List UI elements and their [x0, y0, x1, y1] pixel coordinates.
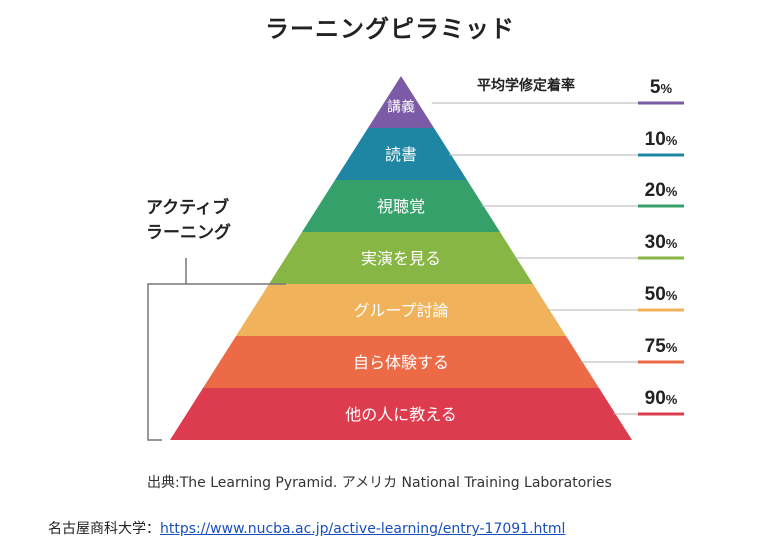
percent-symbol: % [665, 184, 678, 199]
pyramid-layer-3 [302, 180, 500, 232]
retention-percent-value: 50 [644, 284, 666, 305]
credit-line: 名古屋商科大学：https://www.nucba.ac.jp/active-l… [48, 518, 565, 538]
percent-symbol: % [660, 81, 673, 96]
retention-percent: 5% [638, 77, 684, 99]
active-learning-bracket [147, 283, 286, 441]
pyramid-layer-4 [269, 232, 533, 284]
percent-symbol: % [665, 133, 678, 148]
retention-percent: 30% [638, 232, 684, 254]
percent-symbol: % [665, 236, 678, 251]
pyramid-layer-label: 視聴覚 [377, 197, 425, 216]
pyramid-layer-7 [170, 388, 632, 440]
credit-prefix: 名古屋商科大学： [48, 521, 160, 537]
retention-percent-value: 10 [644, 129, 666, 150]
pyramid-layer-label: 自ら体験する [353, 353, 449, 372]
source-citation: 出典:The Learning Pyramid. アメリカ National T… [147, 475, 612, 491]
active-learning-line-2: ラーニング [146, 223, 231, 243]
pyramid-layer-2 [335, 128, 467, 180]
retention-percent-value: 30 [644, 232, 666, 253]
pyramid-layer-1 [368, 76, 434, 128]
active-learning-line-1: アクティブ [146, 198, 230, 218]
active-learning-label: アクティブ ラーニング [146, 196, 231, 246]
pyramid-layer-5 [236, 284, 566, 336]
retention-percent: 75% [638, 336, 684, 358]
pyramid-layer-label: 実演を見る [361, 249, 441, 268]
retention-percent-value: 20 [644, 180, 666, 201]
pyramid-layer-label: 講義 [387, 98, 415, 115]
retention-percent: 10% [638, 129, 684, 151]
pyramid-layer-6 [203, 336, 599, 388]
pyramid-layer-label: グループ討論 [353, 301, 448, 320]
retention-rate-header: 平均学修定着率 [477, 78, 575, 94]
percent-symbol: % [665, 392, 678, 407]
retention-percent-value: 90 [644, 388, 666, 409]
retention-percent: 50% [638, 284, 684, 306]
percent-symbol: % [665, 340, 678, 355]
retention-percent-value: 75 [644, 336, 666, 357]
retention-percent: 20% [638, 180, 684, 202]
retention-percent-value: 5 [649, 77, 661, 98]
percent-symbol: % [665, 288, 678, 303]
page-title: ラーニングピラミッド [265, 15, 515, 43]
credit-link[interactable]: https://www.nucba.ac.jp/active-learning/… [160, 521, 566, 537]
pyramid-layer-label: 読書 [385, 145, 417, 164]
retention-percent: 90% [638, 388, 684, 410]
pyramid-layer-label: 他の人に教える [345, 405, 457, 424]
